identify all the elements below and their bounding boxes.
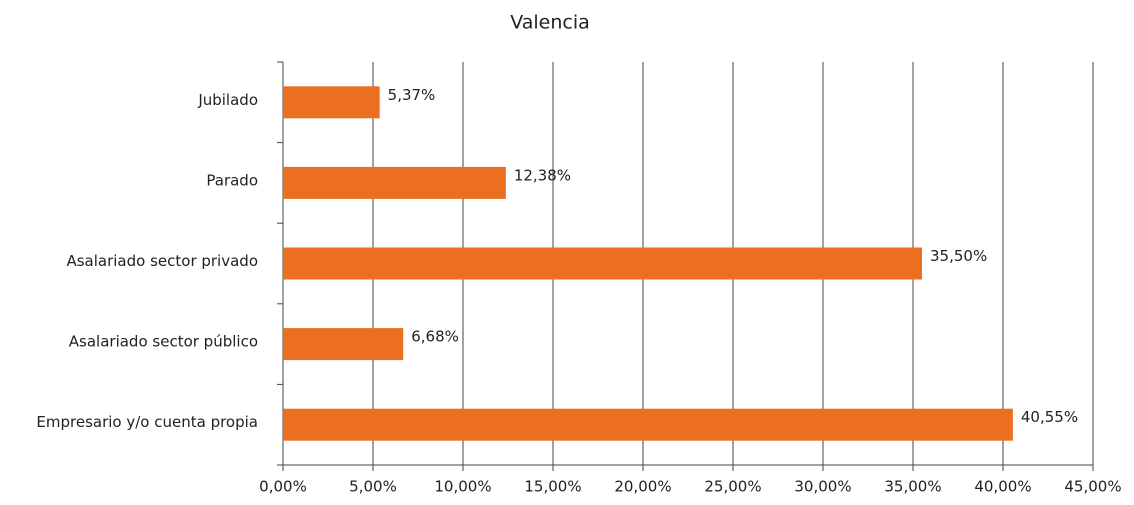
data-label: 40,55% xyxy=(1021,408,1078,426)
x-tick-label: 30,00% xyxy=(794,478,851,496)
y-tick-label: Jubilado xyxy=(197,91,258,109)
x-tick-label: 15,00% xyxy=(524,478,581,496)
x-tick-label: 45,00% xyxy=(1064,478,1121,496)
bar xyxy=(283,408,1013,441)
bar xyxy=(283,328,404,361)
x-tick-label: 5,00% xyxy=(349,478,397,496)
x-tick-label: 35,00% xyxy=(884,478,941,496)
data-label: 5,37% xyxy=(388,86,436,104)
y-tick-label: Asalariado sector público xyxy=(69,333,258,351)
y-tick-label: Empresario y/o cuenta propia xyxy=(36,413,258,431)
x-tick-label: 20,00% xyxy=(614,478,671,496)
chart-title: Valencia xyxy=(510,12,590,34)
data-label: 6,68% xyxy=(411,328,459,346)
y-tick-label: Asalariado sector privado xyxy=(66,252,258,270)
x-tick-label: 40,00% xyxy=(974,478,1031,496)
y-tick-label: Parado xyxy=(206,171,258,189)
bar xyxy=(283,86,380,119)
x-tick-label: 10,00% xyxy=(434,478,491,496)
data-label: 12,38% xyxy=(514,166,571,184)
bar xyxy=(283,247,922,280)
data-label: 35,50% xyxy=(930,247,987,265)
x-tick-label: 25,00% xyxy=(704,478,761,496)
x-tick-label: 0,00% xyxy=(259,478,307,496)
bar xyxy=(283,166,506,199)
